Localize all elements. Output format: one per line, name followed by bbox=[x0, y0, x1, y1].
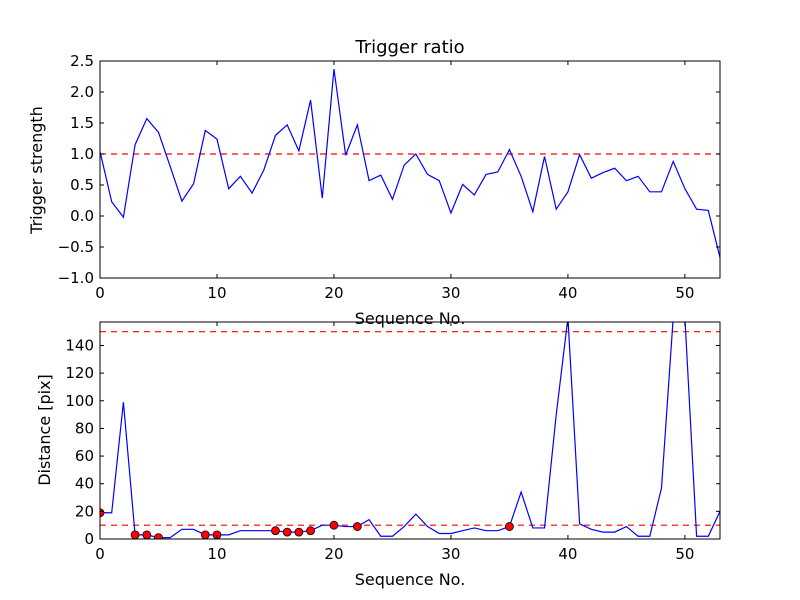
y-tick-label: 100 bbox=[65, 392, 94, 410]
y-tick-label: 20 bbox=[75, 502, 94, 520]
data-point bbox=[130, 530, 140, 539]
x-tick-label: 40 bbox=[558, 545, 577, 563]
chart-title: Trigger ratio bbox=[354, 37, 464, 58]
y-tick-label: 0.5 bbox=[70, 176, 94, 194]
distance-panel: Sequence No. Distance [pix] 0 10 20 30 40 50 0… bbox=[35, 321, 721, 589]
trigger-ratio-panel: Trigger ratio Sequence No. Trigger stren… bbox=[27, 37, 721, 328]
y-tick-label: 1.0 bbox=[70, 145, 94, 163]
data-point bbox=[100, 508, 105, 518]
y-tick-label: 2.0 bbox=[70, 83, 94, 101]
x-tick-label: 30 bbox=[441, 545, 460, 563]
y-tick-label: 1.5 bbox=[70, 114, 94, 132]
x-tick-label: 0 bbox=[95, 545, 105, 563]
y-axis-label: Trigger strength bbox=[27, 106, 46, 235]
plot-frame bbox=[99, 321, 721, 540]
y-tick-label: 120 bbox=[65, 364, 94, 382]
y-tick-label: −0.5 bbox=[58, 238, 94, 256]
data-point bbox=[271, 526, 280, 536]
y-axis-label: Distance [pix] bbox=[35, 374, 54, 486]
data-point bbox=[352, 522, 362, 531]
data-point bbox=[154, 533, 163, 539]
data-point bbox=[505, 522, 514, 531]
series-line bbox=[100, 68, 720, 258]
data-point bbox=[329, 520, 339, 530]
y-tick-label: 40 bbox=[75, 475, 94, 493]
data-point bbox=[294, 527, 304, 537]
y-tick-label: 0.0 bbox=[70, 207, 94, 225]
y-tick-label: 60 bbox=[75, 447, 94, 465]
x-tick-label: 50 bbox=[675, 545, 694, 563]
x-axis-label: Sequence No. bbox=[355, 309, 466, 328]
y-tick-label: 80 bbox=[75, 419, 94, 437]
plot-frame bbox=[99, 60, 721, 279]
y-tick-label: 140 bbox=[65, 336, 94, 354]
y-tick-label: −1.0 bbox=[58, 269, 94, 287]
data-point bbox=[200, 530, 210, 539]
x-tick-label: 40 bbox=[558, 284, 577, 302]
x-tick-label: 30 bbox=[441, 284, 460, 302]
y-tick-label: 2.5 bbox=[70, 52, 94, 70]
x-tick-label: 10 bbox=[207, 545, 226, 563]
x-axis-label: Sequence No. bbox=[355, 570, 466, 589]
x-tick-label: 10 bbox=[207, 284, 226, 302]
x-tick-label: 50 bbox=[675, 284, 694, 302]
y-tick-label: 0 bbox=[84, 530, 94, 548]
data-point bbox=[306, 526, 315, 536]
x-tick-label: 20 bbox=[324, 284, 343, 302]
data-point bbox=[282, 527, 292, 537]
data-point bbox=[142, 530, 152, 539]
x-tick-label: 20 bbox=[324, 545, 343, 563]
x-tick-label: 0 bbox=[95, 284, 105, 302]
